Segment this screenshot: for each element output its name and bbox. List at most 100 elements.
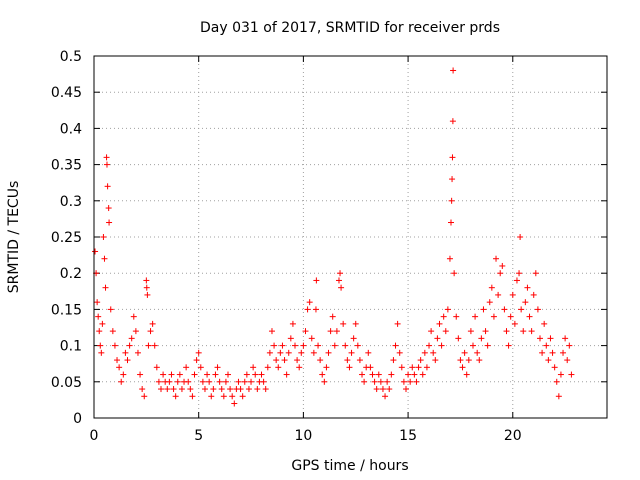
data-point <box>104 183 111 190</box>
data-point <box>534 306 541 313</box>
data-point <box>313 277 320 284</box>
y-tick-label: 0.4 <box>60 121 82 137</box>
data-point <box>187 386 194 393</box>
data-point <box>459 364 466 371</box>
data-point <box>490 313 497 320</box>
data-point <box>509 291 516 298</box>
data-point <box>365 349 372 356</box>
data-point <box>222 378 229 385</box>
chart-title: Day 031 of 2017, SRMTID for receiver prd… <box>200 20 500 36</box>
plot-frame <box>93 55 608 419</box>
data-point <box>197 364 204 371</box>
data-point <box>99 320 106 327</box>
data-point <box>331 342 338 349</box>
data-point <box>229 393 236 400</box>
data-point <box>306 299 313 306</box>
data-point <box>566 342 573 349</box>
data-point <box>193 357 200 364</box>
data-point <box>369 371 376 378</box>
data-point <box>178 386 185 393</box>
y-tick-label: 0.3 <box>60 194 82 210</box>
data-point <box>289 320 296 327</box>
data-point <box>143 284 150 291</box>
data-point <box>497 270 504 277</box>
data-point <box>390 357 397 364</box>
data-point <box>100 234 107 240</box>
data-point <box>271 342 278 349</box>
data-point <box>281 357 288 364</box>
data-point <box>296 364 303 371</box>
data-point <box>361 378 368 385</box>
y-tick-label: 0.45 <box>51 85 82 101</box>
data-point <box>557 371 564 378</box>
x-tick-label: 10 <box>294 428 312 444</box>
data-point <box>128 335 135 342</box>
data-point <box>392 342 399 349</box>
data-point <box>319 371 326 378</box>
data-point <box>185 378 192 385</box>
data-point <box>396 349 403 356</box>
data-point <box>220 393 227 400</box>
data-point <box>419 371 426 378</box>
data-point <box>442 328 449 335</box>
data-point <box>503 328 510 335</box>
data-point <box>231 400 238 407</box>
data-point <box>564 357 571 364</box>
data-point <box>526 313 533 320</box>
data-point <box>379 386 386 393</box>
data-point <box>147 328 154 335</box>
data-point <box>507 313 514 320</box>
data-point <box>562 335 569 342</box>
data-point <box>264 364 271 371</box>
data-point <box>273 357 280 364</box>
data-point <box>258 371 265 378</box>
data-point <box>94 299 101 306</box>
data-point <box>536 335 543 342</box>
data-point <box>283 371 290 378</box>
y-tick-label: 0 <box>73 411 82 427</box>
grid <box>94 56 607 418</box>
data-point <box>333 328 340 335</box>
data-point <box>409 364 416 371</box>
data-point <box>237 386 244 393</box>
data-point <box>541 320 548 327</box>
y-tick-label: 0.05 <box>51 375 82 391</box>
data-point <box>245 386 252 393</box>
data-point <box>275 364 282 371</box>
data-point <box>428 328 435 335</box>
data-point <box>153 364 160 371</box>
data-point <box>402 386 409 393</box>
data-point <box>137 371 144 378</box>
data-point <box>214 364 221 371</box>
data-point <box>325 349 332 356</box>
data-point <box>95 313 102 320</box>
data-point <box>335 277 342 284</box>
data-point <box>346 364 353 371</box>
data-point <box>97 342 104 349</box>
data-point <box>139 386 146 393</box>
data-point <box>338 284 345 291</box>
data-point <box>371 378 378 385</box>
data-point <box>302 328 309 335</box>
data-point <box>417 357 424 364</box>
data-point <box>448 197 455 204</box>
data-point <box>342 342 349 349</box>
data-point <box>114 357 121 364</box>
y-tick-label: 0.1 <box>60 339 82 355</box>
data-point <box>528 328 535 335</box>
data-point <box>106 219 113 226</box>
data-point <box>501 306 508 313</box>
data-point <box>166 378 173 385</box>
data-point <box>96 328 103 335</box>
data-point <box>450 67 457 74</box>
data-point <box>484 342 491 349</box>
data-point <box>206 378 213 385</box>
data-point <box>111 342 118 349</box>
data-point <box>176 371 183 378</box>
x-tick-label: 20 <box>504 428 522 444</box>
data-point <box>421 349 428 356</box>
data-point <box>444 306 451 313</box>
x-tick-label: 15 <box>399 428 417 444</box>
data-point <box>532 270 539 277</box>
y-axis-label: SRMTID / TECUs <box>6 181 22 294</box>
